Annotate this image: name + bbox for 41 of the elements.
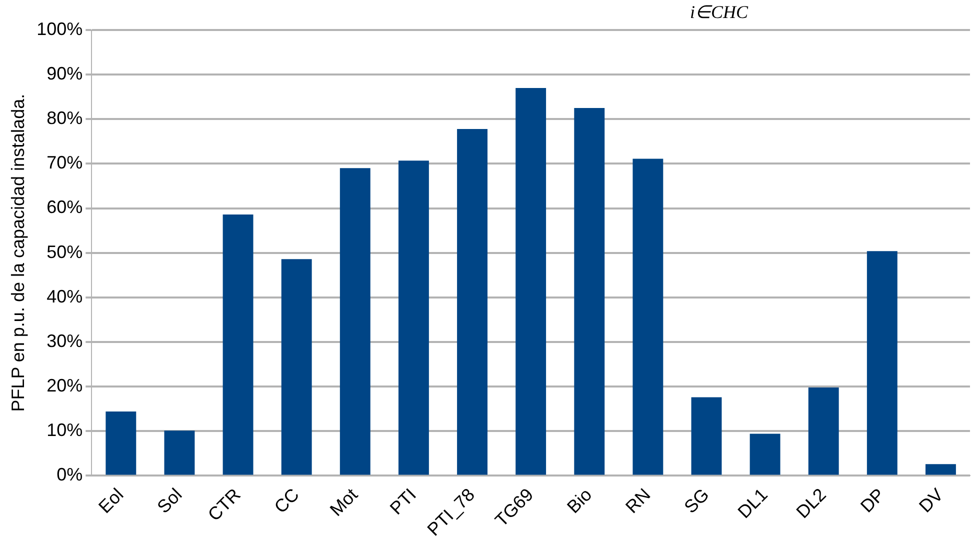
bar	[457, 128, 488, 475]
y-tick-label: 10%	[46, 420, 83, 440]
y-tick-label: 60%	[46, 197, 83, 218]
bar	[164, 430, 195, 475]
x-tick-label: Bio	[563, 484, 596, 518]
x-tick-label: CC	[270, 484, 303, 518]
bar	[340, 168, 370, 475]
y-axis-title: PFLP en p.u. de la capacidad instalada.	[8, 94, 28, 412]
x-tick-label: RN	[622, 484, 654, 518]
y-tick-label: 0%	[56, 464, 83, 485]
y-tick-label: 40%	[46, 286, 83, 306]
bar	[925, 464, 956, 475]
bar	[574, 108, 605, 475]
x-tick-label: DP	[856, 484, 889, 516]
x-tick-label: DL2	[792, 484, 830, 522]
text: i∈CHC	[690, 2, 748, 22]
x-tick-label: Sol	[153, 484, 186, 518]
bar	[106, 412, 136, 475]
bar	[808, 387, 839, 475]
y-tick-label: 70%	[46, 152, 83, 173]
bar	[866, 251, 898, 475]
bar	[516, 88, 546, 475]
bar	[691, 397, 722, 475]
y-tick-label: 30%	[46, 330, 83, 351]
y-tick-label: 100%	[36, 18, 83, 39]
x-tick-label: PTI	[386, 484, 420, 518]
bar	[222, 214, 254, 475]
x-tick-label: DL1	[734, 484, 772, 522]
bar	[750, 434, 780, 475]
y-tick-label: 80%	[46, 108, 83, 128]
x-tick-label: Mot	[326, 484, 362, 520]
y-tick-label: 90%	[46, 64, 83, 84]
bar	[632, 158, 664, 475]
bar	[398, 160, 429, 475]
x-tick-label: Eol	[94, 484, 128, 518]
x-tick-label: SG	[680, 484, 713, 518]
y-tick-label: 50%	[46, 242, 83, 262]
x-tick-label: DV	[915, 484, 948, 516]
x-tick-label: CTR	[204, 484, 244, 525]
bar	[281, 259, 312, 475]
y-tick-label: 20%	[46, 376, 83, 396]
